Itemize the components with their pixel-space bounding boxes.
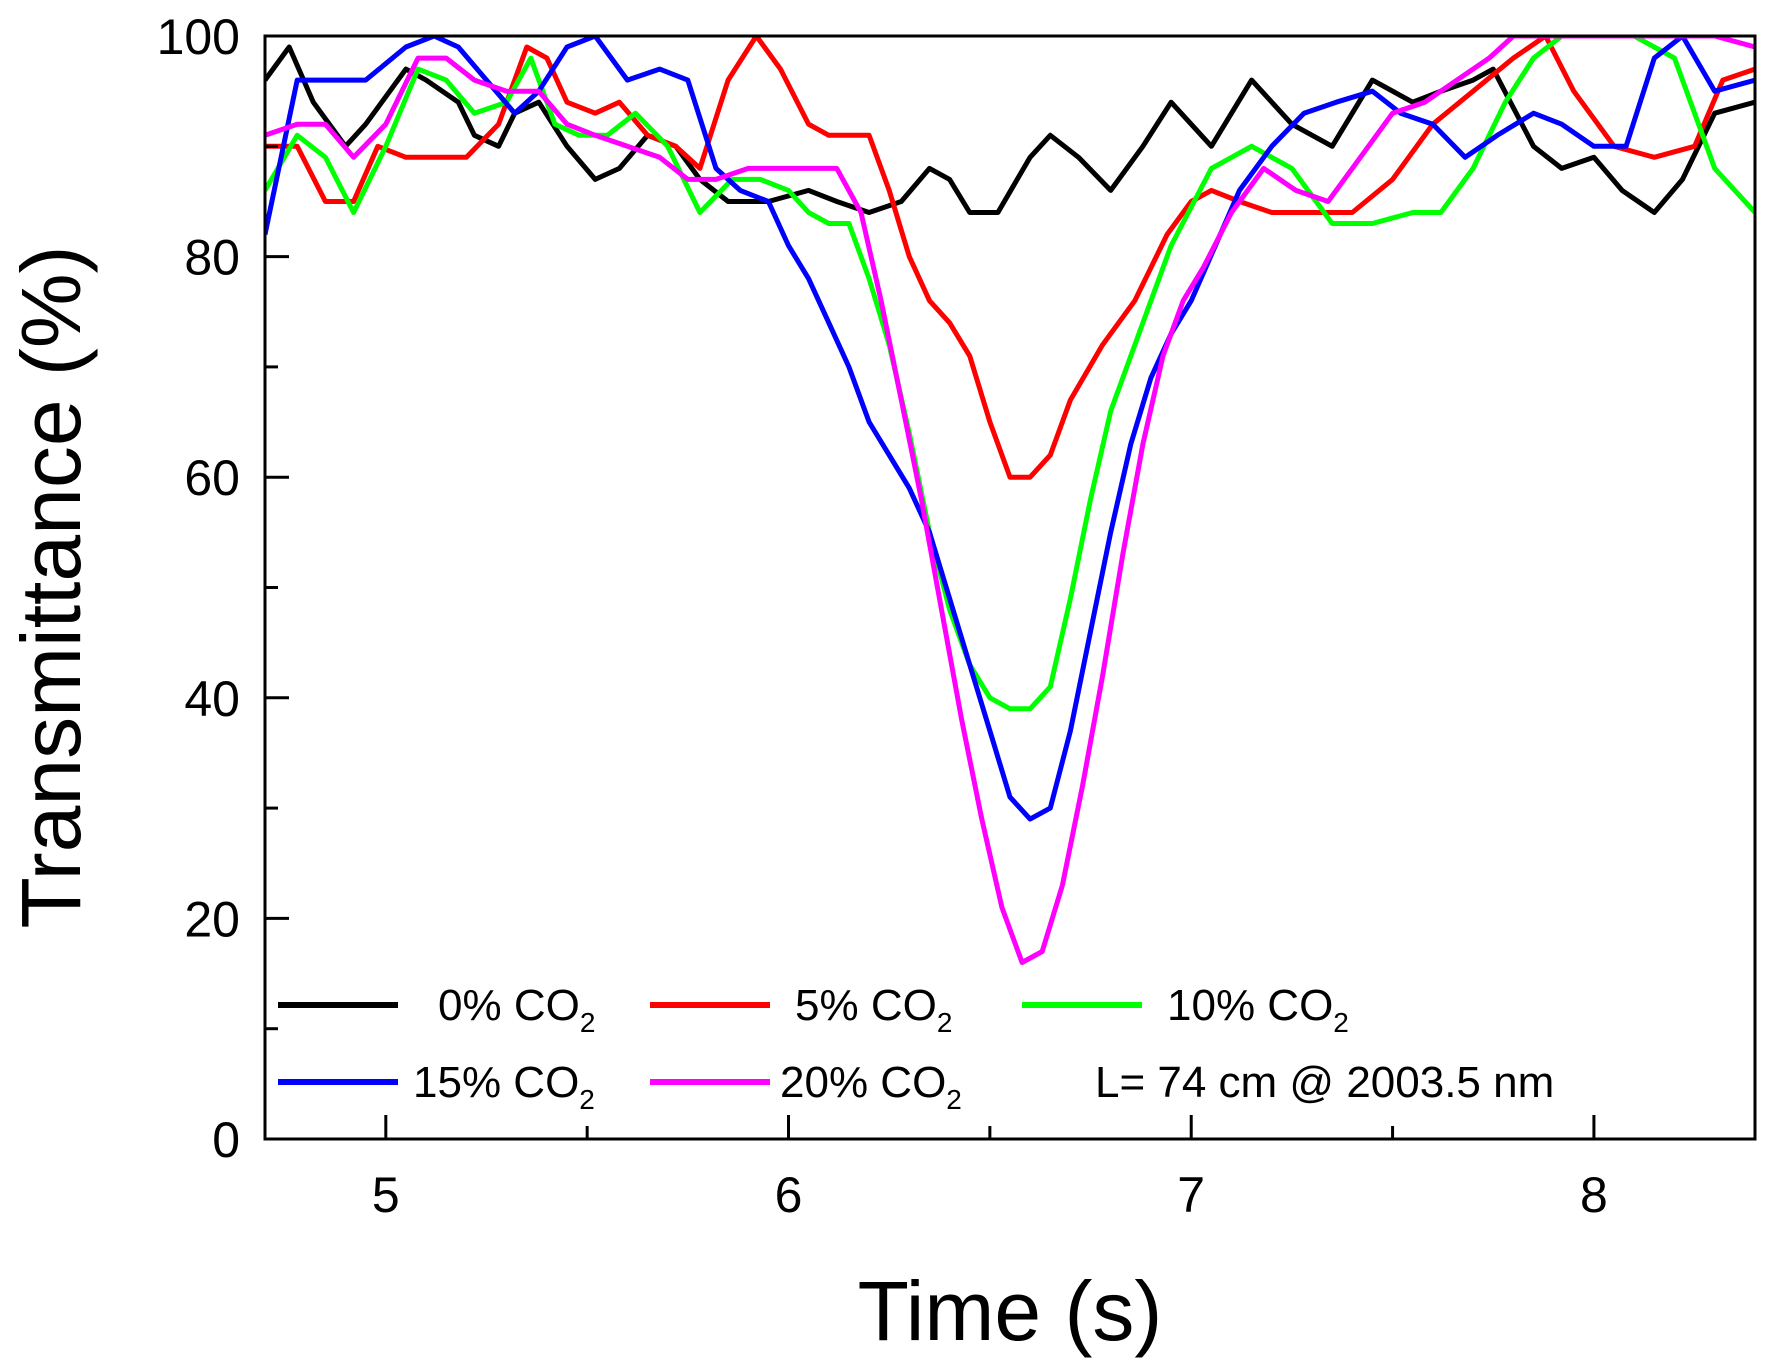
x-tick-label: 8: [1580, 1167, 1608, 1223]
x-axis-ticks: 5 6 7 8: [372, 1115, 1608, 1223]
y-axis-ticks: 0 20 40 60 80 100: [157, 9, 289, 1168]
y-tick-label: 100: [157, 9, 240, 65]
series-5pct-co2: [265, 36, 1755, 480]
x-axis-title: Time (s): [858, 1264, 1163, 1358]
series-0pct-co2: [265, 44, 1755, 215]
legend-label-15pct: 15% CO2: [413, 1058, 595, 1115]
series-20pct-co2: [265, 36, 1755, 965]
y-tick-label: 80: [184, 230, 240, 286]
y-tick-label: 0: [212, 1112, 240, 1168]
x-tick-label: 5: [372, 1167, 400, 1223]
series-10pct-co2: [265, 36, 1755, 712]
x-tick-label: 7: [1177, 1167, 1205, 1223]
series-15pct-co2: [265, 36, 1755, 822]
y-tick-label: 20: [184, 891, 240, 947]
series-layer: [265, 36, 1755, 965]
legend-label-5pct: 5% CO2: [795, 981, 952, 1038]
legend-label-10pct: 10% CO2: [1167, 981, 1349, 1038]
y-axis-title: Transmittance (%): [4, 245, 98, 928]
annotation-path-length: L= 74 cm @ 2003.5 nm: [1095, 1058, 1554, 1107]
y-tick-label: 60: [184, 450, 240, 506]
x-tick-label: 6: [775, 1167, 803, 1223]
legend: 0% CO2 5% CO2 10% CO2 15% CO2 20% CO2 L=…: [278, 981, 1554, 1115]
legend-label-20pct: 20% CO2: [780, 1058, 962, 1115]
y-tick-label: 40: [184, 671, 240, 727]
plot-frame: [263, 34, 1757, 1141]
legend-label-0pct: 0% CO2: [438, 981, 595, 1038]
